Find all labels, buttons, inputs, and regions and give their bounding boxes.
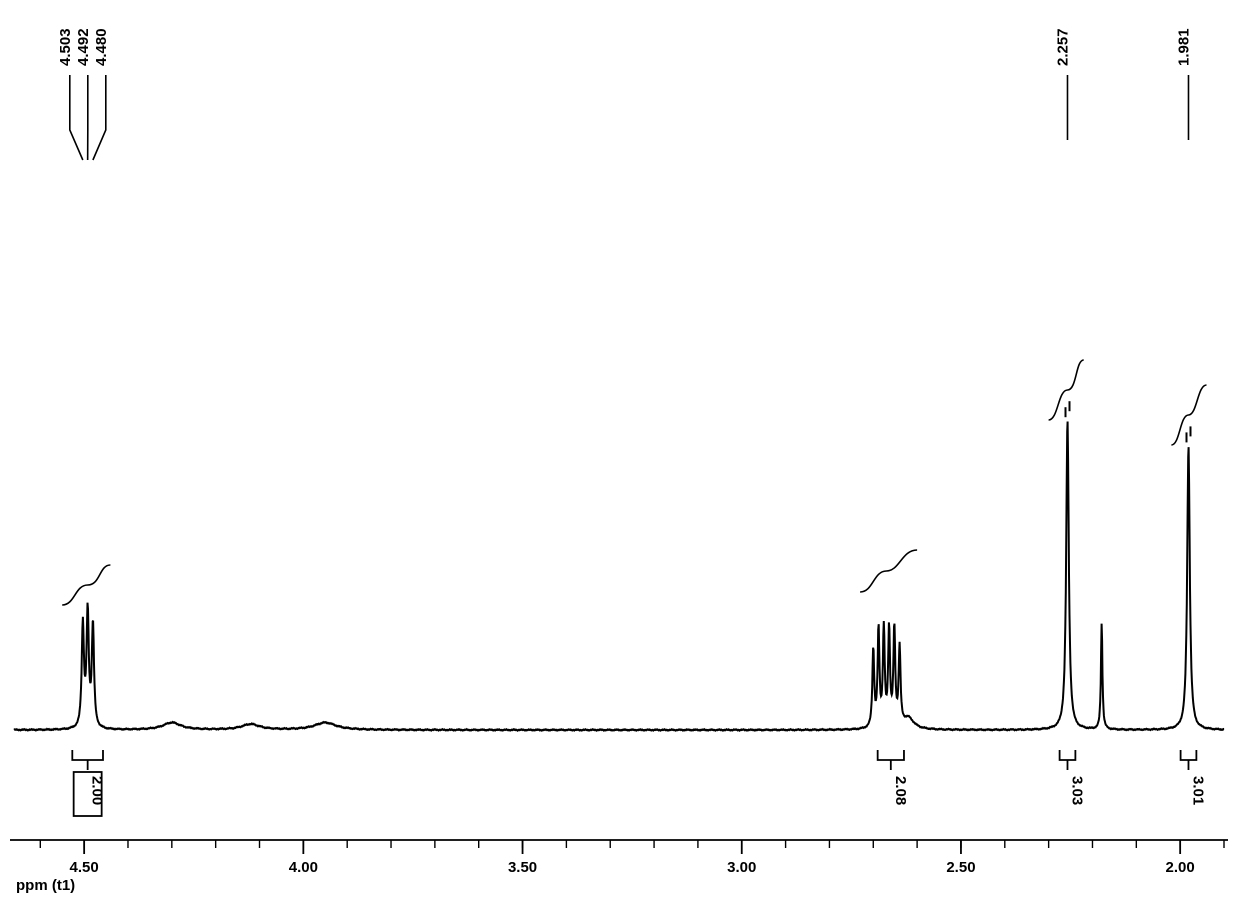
peak-label-texts: 4.5034.4924.480 2.257 1.981 [57, 28, 1193, 66]
peak-ppm-label: 4.503 [57, 28, 74, 66]
x-axis-title: ppm (t1) [16, 877, 75, 894]
peak-ppm-label: 4.480 [93, 28, 110, 66]
integral-value: 3.01 [1189, 776, 1206, 805]
integral-curve [62, 565, 110, 605]
integral-bracket [72, 750, 103, 770]
x-tick-label: 2.00 [1166, 859, 1195, 876]
x-tick-label: 2.50 [946, 859, 975, 876]
integral-brackets [72, 750, 1196, 770]
x-tick-label: 3.50 [508, 859, 537, 876]
x-tick-label: 4.00 [289, 859, 318, 876]
x-axis: 4.50 4.00 3.50 3.00 2.50 2.00 [10, 840, 1228, 876]
integral-values: 2.00 2.08 3.03 3.01 [74, 772, 1207, 816]
spectrum-trace [14, 401, 1224, 730]
integral-curves [62, 360, 1206, 605]
integral-bracket [1060, 750, 1076, 770]
integral-bracket [878, 750, 904, 770]
integral-value: 2.08 [892, 776, 909, 805]
x-tick-label: 3.00 [727, 859, 756, 876]
nmr-spectrum: 4.5034.4924.480 2.257 1.981 2.00 2.08 3.03 3.… [0, 0, 1240, 912]
integral-bracket [1181, 750, 1197, 770]
peak-ppm-label: 4.492 [75, 28, 92, 66]
integral-value: 3.03 [1068, 776, 1085, 805]
x-tick-label: 4.50 [70, 859, 99, 876]
integral-curve [1171, 385, 1206, 445]
integral-curve [860, 550, 917, 592]
peak-ppm-label: 2.257 [1054, 28, 1071, 66]
integral-value: 2.00 [89, 776, 106, 805]
peak-label-lines [70, 75, 1189, 160]
peak-ppm-label: 1.981 [1175, 28, 1192, 66]
